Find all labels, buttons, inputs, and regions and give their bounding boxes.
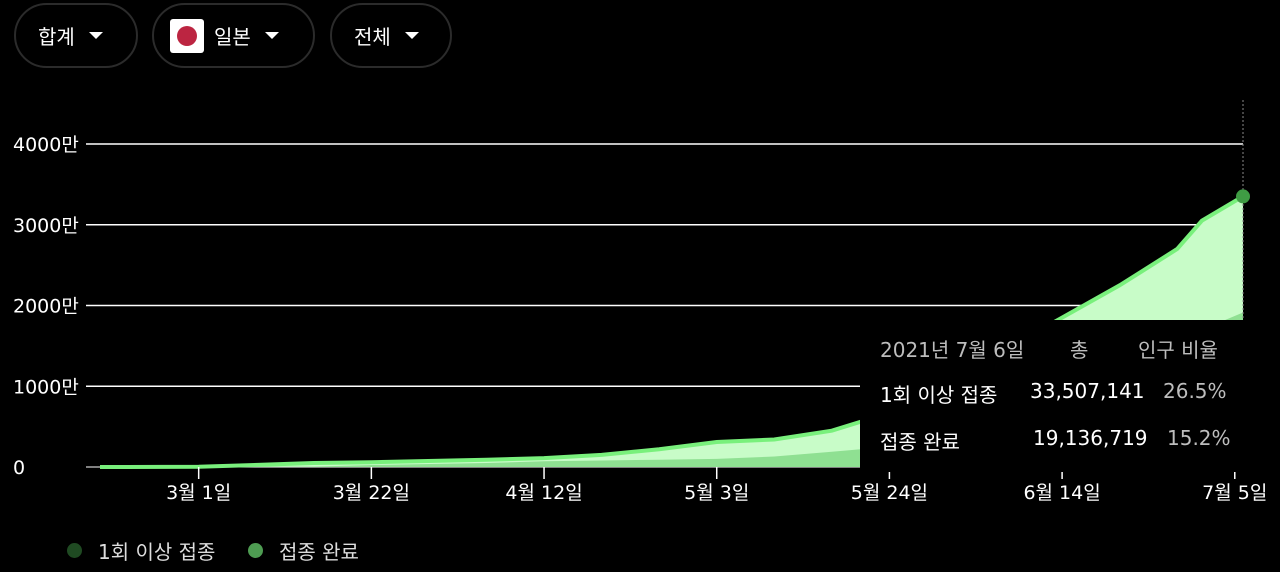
x-tick-label: 6월 14일 <box>1023 482 1100 504</box>
data-tooltip: 2021년 7월 6일 총 인구 비율 1회 이상 접종 33,507,141 … <box>860 320 1260 472</box>
tooltip-col-total: 총 <box>1070 338 1089 362</box>
y-tick-label: 2000만 <box>13 296 79 318</box>
measure-filter-dropdown[interactable]: 합계 <box>14 3 138 68</box>
japan-flag-icon <box>170 18 204 53</box>
tooltip-date: 2021년 7월 6일 <box>880 338 1025 362</box>
tooltip-row-total: 33,507,141 <box>1030 379 1145 403</box>
legend-label: 1회 이상 접종 <box>98 540 216 564</box>
tooltip-row-label: 접종 완료 <box>880 430 960 454</box>
legend-item-complete[interactable]: 접종 완료 <box>248 536 359 565</box>
tooltip-row-complete: 접종 완료 19,136,719 15.2% <box>860 426 1260 456</box>
x-tick-label: 5월 24일 <box>851 482 928 504</box>
legend-dot-icon <box>248 543 263 558</box>
chevron-down-icon <box>404 32 419 39</box>
chevron-down-icon <box>264 32 279 39</box>
x-tick-label: 3월 22일 <box>333 482 410 504</box>
tooltip-row-ratio: 15.2% <box>1167 426 1231 450</box>
scope-filter-label: 전체 <box>354 25 391 49</box>
x-axis: 3월 1일 3월 22일 4월 12일 5월 3일 5월 24일 6월 14일 7월 5일 <box>166 467 1267 504</box>
measure-filter-label: 합계 <box>38 25 75 49</box>
line-first-dose <box>99 194 1245 469</box>
x-tick-label: 3월 1일 <box>166 482 231 504</box>
tooltip-row-ratio: 26.5% <box>1163 379 1227 403</box>
tooltip-row-total: 19,136,719 <box>1033 426 1148 450</box>
x-tick-label: 4월 12일 <box>505 482 582 504</box>
country-filter-dropdown[interactable]: 일본 <box>152 3 315 68</box>
y-tick-label: 1000만 <box>13 376 79 398</box>
hover-marker <box>1236 189 1250 204</box>
scope-filter-dropdown[interactable]: 전체 <box>330 3 452 68</box>
y-tick-label: 3000만 <box>13 215 79 237</box>
tooltip-row-label: 1회 이상 접종 <box>880 383 998 407</box>
country-filter-label: 일본 <box>214 25 251 49</box>
y-grid: 0 1000만 2000만 3000만 4000만 <box>13 134 1243 479</box>
legend-item-first-dose[interactable]: 1회 이상 접종 <box>67 536 215 565</box>
legend-dot-icon <box>67 543 82 558</box>
y-tick-label: 4000만 <box>13 134 79 156</box>
y-tick-label: 0 <box>13 457 25 479</box>
legend-label: 접종 완료 <box>279 540 359 564</box>
chevron-down-icon <box>88 32 103 39</box>
tooltip-col-ratio: 인구 비율 <box>1138 338 1218 362</box>
x-tick-label: 5월 3일 <box>684 482 749 504</box>
x-tick-label: 7월 5일 <box>1202 482 1267 504</box>
tooltip-row-first-dose: 1회 이상 접종 33,507,141 26.5% <box>860 379 1260 409</box>
